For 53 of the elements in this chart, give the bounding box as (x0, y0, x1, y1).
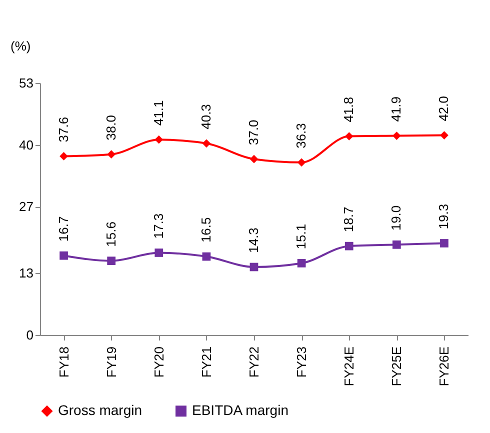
x-tick-label: FY26E (436, 346, 452, 386)
point (60, 251, 68, 260)
point (440, 239, 448, 248)
y-tick-label: 53 (19, 76, 34, 90)
y-tick-label: 40 (19, 137, 34, 152)
point (250, 262, 258, 272)
legend-label: EBITDA margin (192, 402, 288, 418)
point (107, 256, 116, 266)
data-label: 15.6 (103, 222, 118, 247)
point (107, 150, 116, 159)
x-tick-label: FY24E (342, 346, 357, 386)
data-label: 41.1 (150, 100, 166, 126)
data-label: 15.1 (294, 224, 309, 250)
x-tick-label: FY21 (198, 346, 214, 378)
data-label: 37.6 (56, 116, 71, 142)
data-label: 36.3 (294, 123, 309, 148)
point (154, 135, 164, 144)
data-label: 40.3 (198, 104, 214, 130)
point (250, 154, 258, 164)
y-axis-title: (%) (10, 38, 31, 54)
data-label: 17.3 (150, 213, 166, 239)
x-tick-label: FY18 (56, 346, 72, 378)
x-tick-label: FY20 (151, 346, 166, 378)
data-label: 18.7 (341, 206, 356, 232)
point (344, 132, 354, 140)
data-label: 41.8 (341, 96, 356, 122)
data-label: 37.0 (246, 120, 261, 146)
point (297, 259, 306, 268)
x-tick-label: FY22 (246, 346, 262, 378)
point (392, 240, 401, 249)
point (344, 242, 354, 250)
point (392, 132, 401, 140)
data-label: 38.0 (103, 115, 118, 140)
y-tick-label: 0 (26, 328, 34, 342)
x-tick-label: FY23 (294, 346, 310, 378)
legend-label: Gross margin (58, 402, 142, 418)
point (440, 131, 448, 140)
point (202, 252, 211, 261)
data-label: 16.5 (198, 217, 214, 243)
point (154, 248, 164, 257)
x-tick-label: FY19 (104, 346, 119, 378)
data-label: 14.3 (246, 228, 261, 254)
point (60, 152, 68, 160)
data-label: 19.3 (436, 204, 452, 230)
data-label: 42.0 (436, 96, 452, 122)
data-label: 16.7 (56, 216, 71, 242)
point (202, 139, 211, 148)
point (297, 158, 306, 167)
data-label: 41.9 (388, 96, 404, 122)
y-tick-label: 27 (19, 199, 34, 214)
x-tick-label: FY25E (389, 346, 404, 386)
data-label: 19.0 (388, 205, 404, 231)
y-tick-label: 13 (19, 266, 34, 281)
